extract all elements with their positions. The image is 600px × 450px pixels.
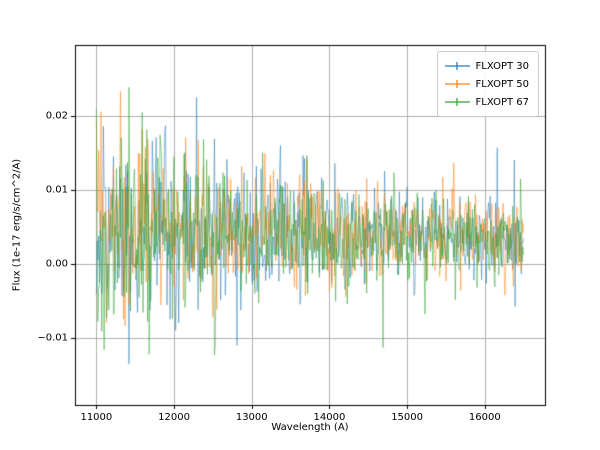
x-tick-label: 12000 — [158, 412, 190, 423]
legend-entry: FLXOPT 30 — [444, 57, 529, 75]
legend: FLXOPT 30 FLXOPT 50 FLXOPT 67 — [436, 51, 539, 117]
y-tick-label: 0.01 — [45, 184, 68, 196]
x-tick-label: 16000 — [468, 412, 501, 423]
x-tick-label: 15000 — [391, 412, 423, 423]
legend-line-sample — [444, 78, 470, 90]
legend-line-sample — [444, 60, 470, 72]
y-axis-label: Flux (1e-17 erg/s/cm^2/A) — [11, 158, 23, 292]
legend-label: FLXOPT 67 — [475, 96, 529, 108]
x-tick-label: 14000 — [313, 412, 346, 423]
y-tick-label: 0.02 — [45, 110, 68, 121]
legend-label: FLXOPT 50 — [475, 78, 529, 90]
y-tick-label: 0.00 — [45, 258, 68, 270]
x-axis-label: Wavelength (A) — [271, 422, 349, 433]
legend-entry: FLXOPT 67 — [444, 93, 529, 111]
x-tick-label: 13000 — [235, 412, 268, 423]
legend-label: FLXOPT 30 — [475, 60, 529, 72]
legend-line-sample — [444, 96, 470, 108]
legend-entry: FLXOPT 50 — [444, 75, 529, 93]
y-tick-label: −0.01 — [37, 332, 68, 344]
x-tick-label: 11000 — [80, 412, 113, 423]
